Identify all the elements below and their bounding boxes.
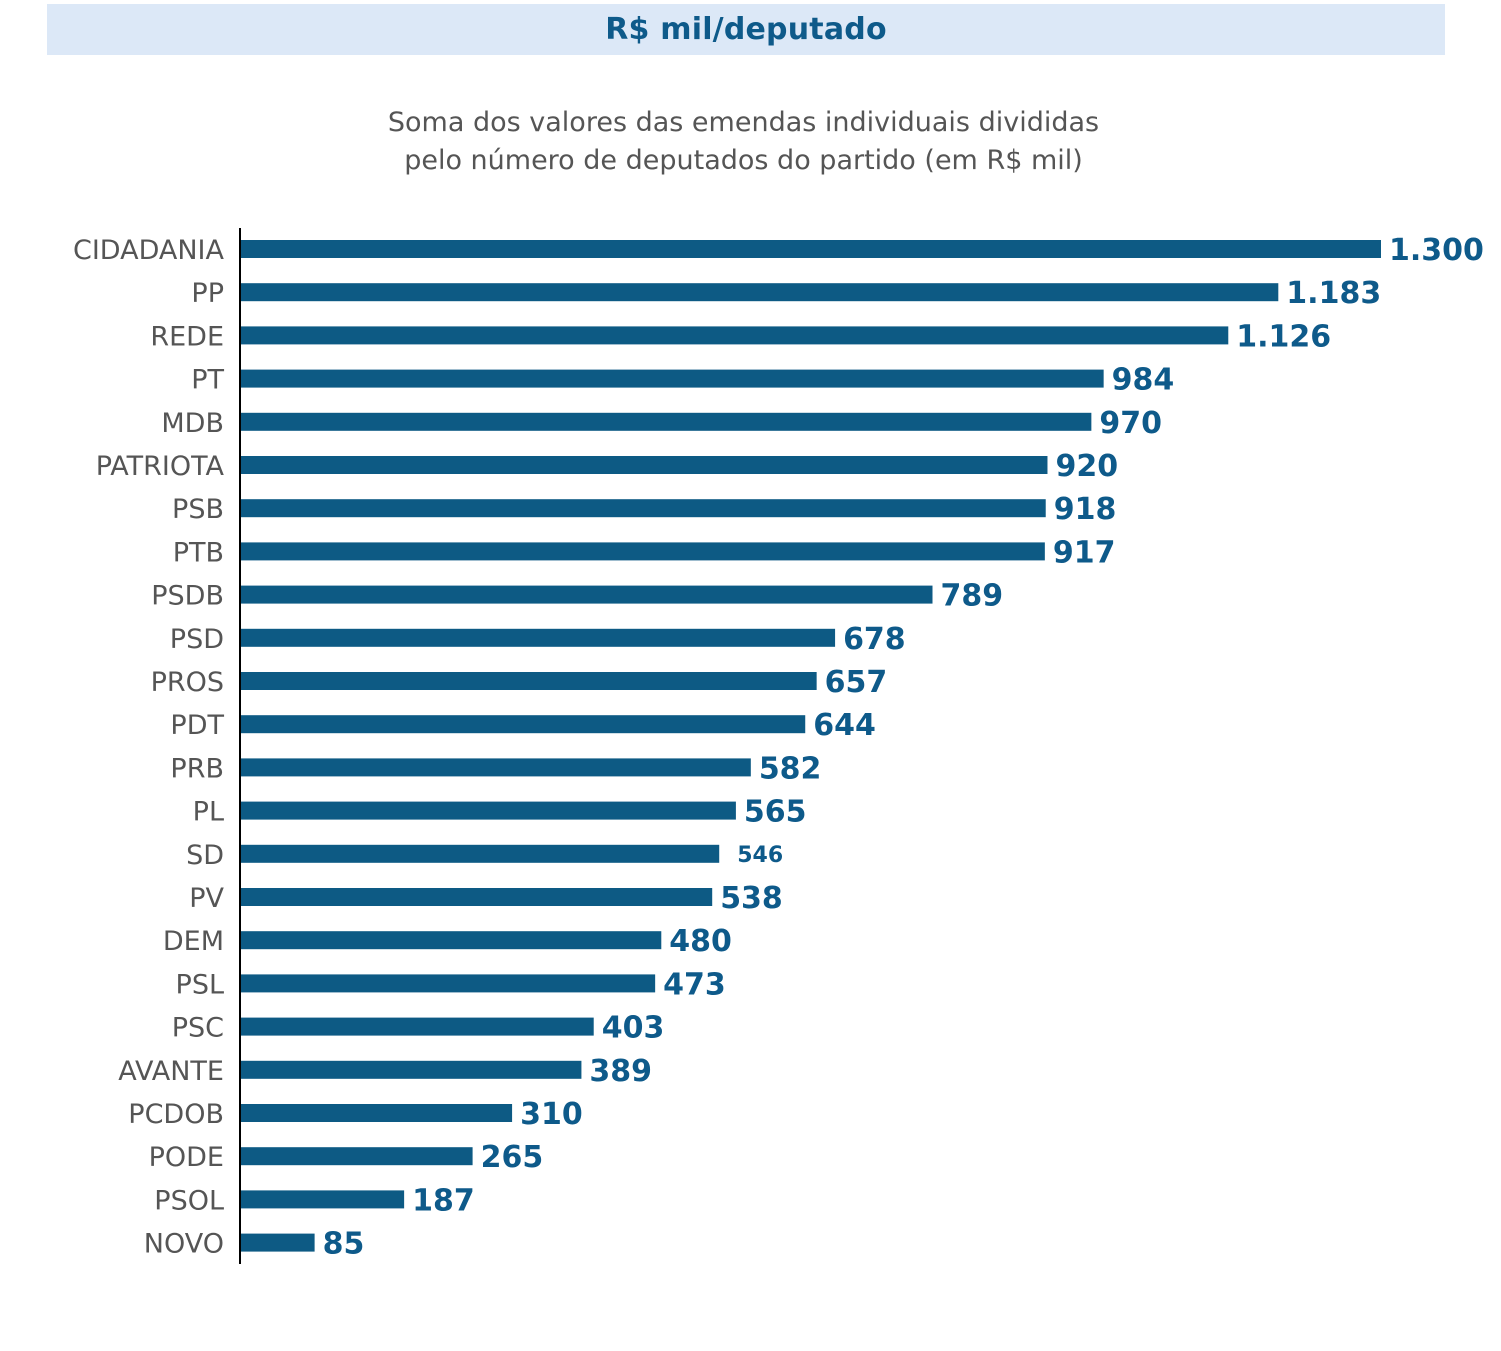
value-label-pl: 565 [744,795,807,830]
category-label-prb: PRB [170,753,224,784]
value-label-psol: 187 [412,1183,475,1218]
category-label-pros: PROS [151,667,224,698]
value-label-pv: 538 [720,881,783,916]
value-label-novo: 85 [323,1227,365,1262]
value-label-psl: 473 [663,967,726,1002]
category-label-psc: PSC [172,1013,224,1044]
value-label-psc: 403 [602,1011,665,1046]
value-label-pt: 984 [1112,363,1175,398]
bar-psc [240,1017,594,1036]
value-label-pode: 265 [481,1140,544,1175]
bar-psd [240,628,836,647]
category-label-pv: PV [189,883,224,914]
bar-prb [240,758,751,777]
category-label-pode: PODE [149,1142,224,1173]
bar-pdt [240,715,806,734]
value-label-avante: 389 [589,1054,652,1089]
value-label-patriota: 920 [1055,449,1118,484]
category-label-pt: PT [191,365,224,396]
category-label-pcdob: PCDOB [128,1099,224,1130]
bar-sd [240,844,720,863]
bar-psdb [240,585,933,604]
header-band: R$ mil/deputado [47,4,1445,55]
value-label-prb: 582 [759,751,822,786]
value-label-pcdob: 310 [520,1097,583,1132]
value-label-psdb: 789 [940,579,1003,614]
category-label-avante: AVANTE [118,1056,224,1087]
bar-pt [240,369,1104,388]
category-label-psol: PSOL [154,1185,224,1216]
category-label-sd: SD [186,840,224,871]
bar-psb [240,499,1046,518]
bar-pv [240,888,713,906]
chart-subtitle: Soma dos valores das emendas individuais… [0,104,1487,180]
bars-group: CIDADANIA 1.300 PP 1.183 REDE 1.126 PT 984 MDB 97… [73,233,1484,1262]
bar-pcdob [240,1104,513,1122]
value-label-rede: 1.126 [1236,319,1331,354]
category-label-patriota: PATRIOTA [96,451,225,482]
bar-rede [240,326,1229,345]
bar-psl [240,974,656,993]
value-label-sd: 546 [737,843,783,868]
value-label-mdb: 970 [1099,406,1162,441]
subtitle-line-2: pelo número de deputados do partido (em … [404,145,1083,176]
category-label-psl: PSL [176,969,224,1000]
value-label-pdt: 644 [813,708,876,743]
bar-pode [240,1147,473,1166]
category-label-pdt: PDT [170,710,224,741]
bar-pl [240,801,736,820]
category-label-rede: REDE [150,321,224,352]
bar-patriota [240,456,1048,474]
value-label-dem: 480 [669,924,732,959]
value-label-ptb: 917 [1053,535,1116,570]
bar-mdb [240,412,1092,431]
chart-title: R$ mil/deputado [605,12,887,47]
bar-ptb [240,542,1045,561]
category-label-psb: PSB [172,494,224,525]
bar-pp [240,283,1279,302]
category-label-pp: PP [191,278,224,309]
bar-cidadania [240,240,1381,258]
category-label-psdb: PSDB [151,581,224,612]
bar-avante [240,1060,582,1079]
category-label-psd: PSD [170,624,224,655]
bar-dem [240,931,662,950]
subtitle-line-1: Soma dos valores das emendas individuais… [387,107,1100,138]
category-label-cidadania: CIDADANIA [73,235,225,266]
bar-pros [240,672,817,690]
category-label-mdb: MDB [161,408,224,439]
category-label-pl: PL [193,797,224,828]
bar-novo [240,1233,315,1252]
category-label-novo: NOVO [144,1229,224,1260]
category-label-ptb: PTB [173,537,224,568]
bar-psol [240,1190,405,1209]
value-label-cidadania: 1.300 [1389,233,1484,268]
value-label-psb: 918 [1054,492,1117,527]
value-label-pros: 657 [825,665,888,700]
value-label-pp: 1.183 [1286,276,1381,311]
value-label-psd: 678 [843,622,906,657]
category-label-dem: DEM [163,926,224,957]
